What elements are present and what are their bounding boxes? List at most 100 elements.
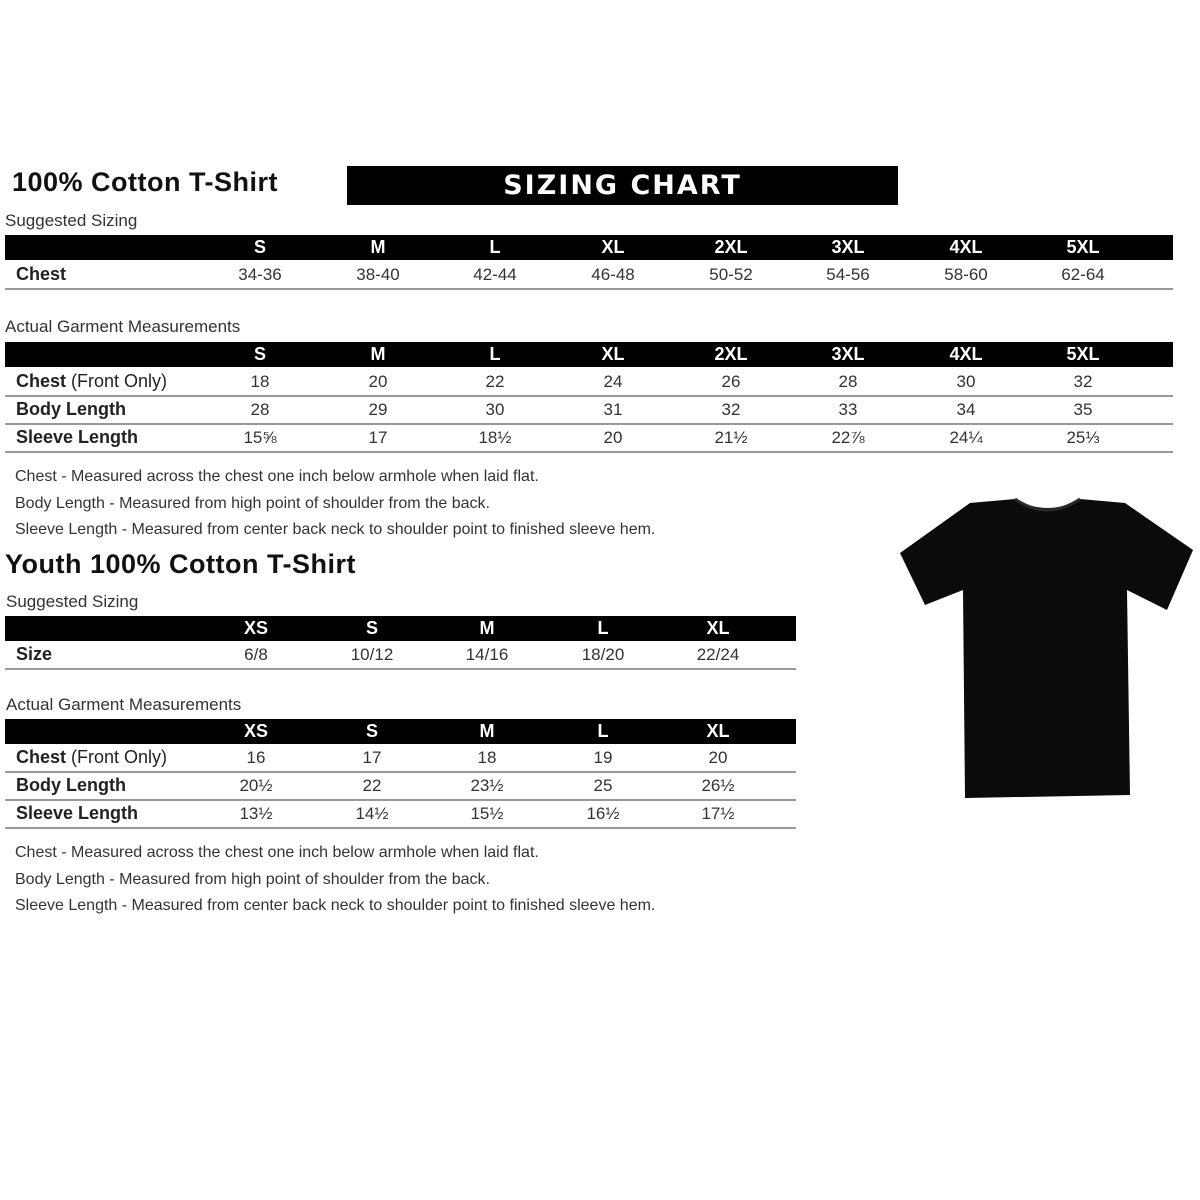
size-header: XL <box>601 344 625 364</box>
note-line: Chest - Measured across the chest one in… <box>15 468 539 485</box>
row-label: Size <box>16 644 52 665</box>
note-line: Sleeve Length - Measured from center bac… <box>15 521 656 538</box>
size-header: S <box>365 721 379 741</box>
header-bar: XS S M L XL <box>5 719 796 744</box>
size-header: L <box>597 721 609 741</box>
table-cell: 30 <box>956 372 976 391</box>
size-header: 5XL <box>1066 237 1100 257</box>
table-cell: 6/8 <box>244 645 268 664</box>
sizing-chart-banner: SIZING CHART <box>347 166 898 205</box>
table-cell: 18½ <box>478 428 512 447</box>
note-line: Chest - Measured across the chest one in… <box>15 844 539 861</box>
table-cell: 26½ <box>701 776 735 795</box>
header-bar: XS S M L XL <box>5 616 796 641</box>
table-cell: 18/20 <box>581 645 625 664</box>
table-cell: 28 <box>838 372 858 391</box>
t-shirt-icon <box>900 497 1193 798</box>
row-label: Body Length <box>16 399 126 420</box>
table-cell: 22 <box>362 776 382 795</box>
table-cell: 18 <box>477 748 497 767</box>
table-cell: 16 <box>246 748 266 767</box>
header-bar: S M L XL 2XL 3XL 4XL 5XL <box>5 342 1173 367</box>
table-cell: 17½ <box>701 804 735 823</box>
table-cell: 16½ <box>586 804 620 823</box>
row-divider <box>5 668 796 670</box>
size-header: M <box>479 721 495 741</box>
table-cell: 33 <box>838 400 858 419</box>
size-header: XS <box>243 721 269 741</box>
row-label: Sleeve Length <box>16 427 138 448</box>
row-label: Chest <box>16 264 66 285</box>
size-header: 4XL <box>949 344 983 364</box>
table-cell: 58-60 <box>944 265 988 284</box>
size-header: XL <box>706 721 730 741</box>
youth-actual-label: Actual Garment Measurements <box>6 695 242 714</box>
table-cell: 20 <box>603 428 623 447</box>
row-label-text: Sleeve Length <box>16 427 139 447</box>
table-cell: 24 <box>603 372 623 391</box>
table-cell: 32 <box>721 400 741 419</box>
row-label: Sleeve Length <box>16 803 138 824</box>
table-cell: 10/12 <box>350 645 394 664</box>
row-label: Body Length <box>16 775 126 796</box>
table-cell: 18 <box>250 372 270 391</box>
row-label-text: Chest <box>16 264 67 284</box>
table-cell: 13½ <box>239 804 273 823</box>
note-line: Body Length - Measured from high point o… <box>15 870 490 888</box>
table-cell: 34 <box>956 400 976 419</box>
size-header: XS <box>243 618 269 638</box>
table-cell: 30 <box>485 400 505 419</box>
size-header: XL <box>601 237 625 257</box>
row-label-text: Sleeve Length <box>16 803 139 823</box>
row-label: Chest (Front Only) <box>16 747 167 768</box>
table-cell: 22⅞ <box>831 428 865 447</box>
row-divider <box>5 395 1173 397</box>
row-label-text: Size <box>16 644 53 664</box>
row-divider <box>5 423 1173 425</box>
row-label-note: (Front Only) <box>71 371 168 391</box>
table-cell: 34-36 <box>238 265 282 284</box>
table-cell: 35 <box>1073 400 1093 419</box>
table-cell: 50-52 <box>709 265 753 284</box>
table-cell: 31 <box>603 400 623 419</box>
table-cell: 24¼ <box>949 428 983 447</box>
row-label-text: Body Length <box>16 399 126 419</box>
table-cell: 22 <box>485 372 505 391</box>
row-divider <box>5 288 1173 290</box>
table-cell: 19 <box>593 748 613 767</box>
row-divider <box>5 771 796 773</box>
size-header: M <box>370 344 386 364</box>
size-header: 2XL <box>714 344 748 364</box>
size-header: S <box>365 618 379 638</box>
size-header: M <box>370 237 386 257</box>
table-cell: 62-64 <box>1061 265 1105 284</box>
table-cell: 29 <box>368 400 388 419</box>
table-cell: 22/24 <box>696 645 740 664</box>
table-cell: 15½ <box>470 804 504 823</box>
note-line: Body Length - Measured from high point o… <box>15 494 490 512</box>
table-cell: 32 <box>1073 372 1093 391</box>
table-cell: 46-48 <box>591 265 635 284</box>
table-cell: 25 <box>593 776 613 795</box>
size-header: 3XL <box>831 237 865 257</box>
table-cell: 42-44 <box>473 265 517 284</box>
row-label-text: Body Length <box>16 775 126 795</box>
table-cell: 25⅓ <box>1066 428 1100 447</box>
size-header: L <box>597 618 609 638</box>
table-cell: 14/16 <box>465 645 509 664</box>
row-divider <box>5 827 796 829</box>
size-header: S <box>253 344 267 364</box>
size-header: M <box>479 618 495 638</box>
size-header: L <box>489 344 501 364</box>
row-divider <box>5 799 796 801</box>
row-label-text: Chest <box>16 371 67 391</box>
youth-suggested-label: Suggested Sizing <box>6 592 139 611</box>
size-header: 5XL <box>1066 344 1100 364</box>
size-header: XL <box>706 618 730 638</box>
row-label-text: Chest <box>16 747 67 767</box>
note-line: Sleeve Length - Measured from center bac… <box>15 897 656 914</box>
size-header: 2XL <box>714 237 748 257</box>
header-bar: S M L XL 2XL 3XL 4XL 5XL <box>5 235 1173 260</box>
row-label: Chest (Front Only) <box>16 371 167 392</box>
youth-title: Youth 100% Cotton T-Shirt <box>5 549 356 579</box>
